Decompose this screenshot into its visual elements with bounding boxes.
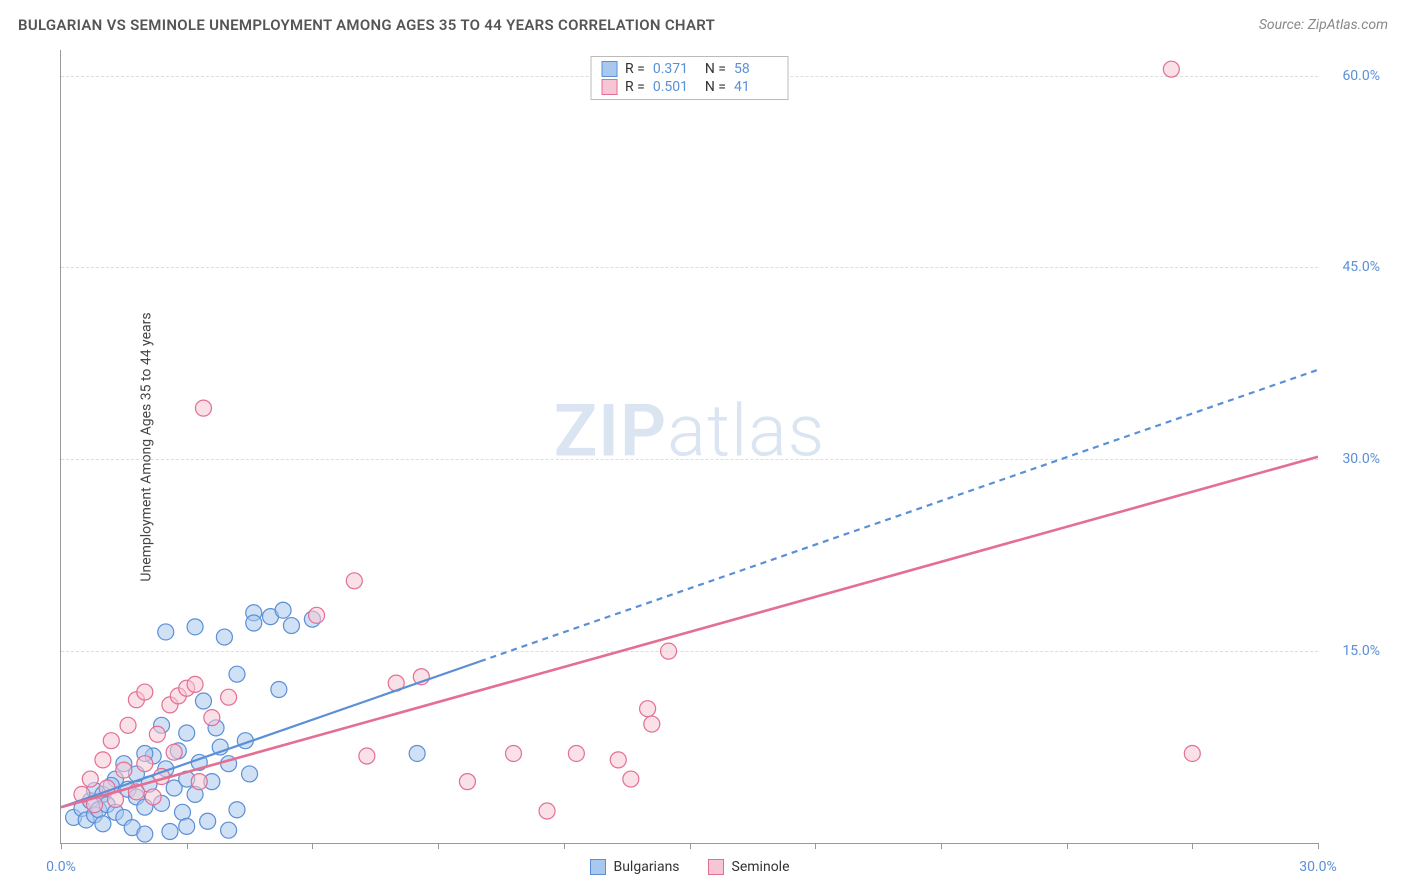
data-point [195, 400, 211, 416]
data-point [179, 818, 195, 834]
swatch-icon [601, 79, 617, 95]
data-point [216, 629, 232, 645]
data-point [640, 701, 656, 717]
x-tick [1318, 843, 1319, 849]
data-point [145, 789, 161, 805]
y-tick-label: 60.0% [1325, 68, 1380, 84]
data-point [644, 716, 660, 732]
chart-title: BULGARIAN VS SEMINOLE UNEMPLOYMENT AMONG… [18, 16, 715, 34]
data-point [162, 823, 178, 839]
x-tick [312, 843, 313, 849]
data-point [82, 771, 98, 787]
data-point [221, 822, 237, 838]
y-tick-label: 15.0% [1325, 643, 1380, 659]
x-tick [61, 843, 62, 849]
data-point [409, 745, 425, 761]
regression-line [480, 370, 1318, 662]
data-point [191, 774, 207, 790]
x-tick [941, 843, 942, 849]
legend-stats: R = 0.371 N = 58 R = 0.501 N = 41 [590, 56, 789, 100]
swatch-icon [708, 859, 724, 875]
data-point [506, 745, 522, 761]
source-label: Source: ZipAtlas.com [1259, 17, 1388, 33]
x-tick [815, 843, 816, 849]
data-point [309, 607, 325, 623]
data-point [149, 726, 165, 742]
x-tick [690, 843, 691, 849]
x-tick-label: 30.0% [1299, 859, 1337, 875]
scatter-svg [61, 50, 1318, 843]
data-point [623, 771, 639, 787]
data-point [166, 744, 182, 760]
data-point [283, 618, 299, 634]
data-point [359, 748, 375, 764]
data-point [187, 619, 203, 635]
x-tick [564, 843, 565, 849]
legend-series-item: Seminole [708, 859, 790, 875]
data-point [246, 615, 262, 631]
data-point [229, 802, 245, 818]
header: BULGARIAN VS SEMINOLE UNEMPLOYMENT AMONG… [18, 16, 1388, 34]
legend-series-item: Bulgarians [589, 859, 679, 875]
regression-line [61, 661, 480, 807]
data-point [103, 733, 119, 749]
data-point [120, 717, 136, 733]
swatch-icon [589, 859, 605, 875]
data-point [200, 813, 216, 829]
data-point [346, 573, 362, 589]
chart-area: Unemployment Among Ages 35 to 44 years Z… [50, 50, 1388, 844]
regression-line [61, 457, 1318, 807]
data-point [187, 676, 203, 692]
data-point [539, 803, 555, 819]
data-point [1163, 61, 1179, 77]
x-tick-label: 0.0% [46, 859, 76, 875]
data-point [610, 752, 626, 768]
data-point [1184, 745, 1200, 761]
swatch-icon [601, 61, 617, 77]
data-point [95, 752, 111, 768]
data-point [158, 624, 174, 640]
plot-region: ZIPatlas R = 0.371 N = 58 R = 0.501 N = … [60, 50, 1318, 844]
y-tick-label: 45.0% [1325, 259, 1380, 275]
legend-stats-row: R = 0.371 N = 58 [601, 61, 778, 77]
data-point [661, 643, 677, 659]
x-tick [1192, 843, 1193, 849]
y-tick-label: 30.0% [1325, 451, 1380, 467]
data-point [229, 666, 245, 682]
data-point [116, 762, 132, 778]
data-point [137, 826, 153, 842]
x-tick [438, 843, 439, 849]
data-point [275, 602, 291, 618]
data-point [568, 745, 584, 761]
data-point [204, 710, 220, 726]
legend-stats-row: R = 0.501 N = 41 [601, 79, 778, 95]
legend-series: Bulgarians Seminole [589, 859, 789, 875]
data-point [137, 756, 153, 772]
data-point [459, 774, 475, 790]
data-point [221, 689, 237, 705]
data-point [137, 684, 153, 700]
x-tick [187, 843, 188, 849]
data-point [271, 682, 287, 698]
data-point [179, 725, 195, 741]
data-point [95, 816, 111, 832]
data-point [242, 766, 258, 782]
x-tick [1067, 843, 1068, 849]
data-point [195, 693, 211, 709]
